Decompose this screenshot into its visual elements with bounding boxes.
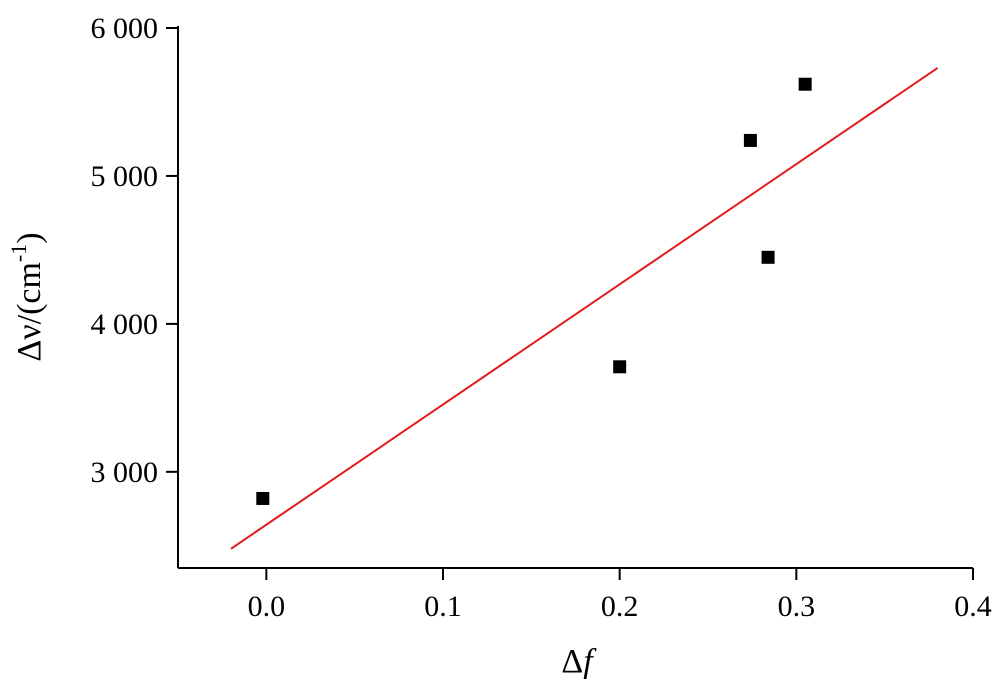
y-tick-label: 3 000	[91, 456, 159, 489]
x-tick-label: 0.4	[954, 590, 992, 623]
y-axis-title: Δν/(cm-1)	[6, 232, 48, 361]
data-point	[798, 77, 812, 91]
y-tick-label: 4 000	[91, 308, 159, 341]
x-ticks: 0.0 0.1 0.2 0.3 0.4	[248, 568, 992, 623]
data-points	[256, 77, 812, 505]
data-point	[613, 360, 627, 374]
fit-line-group	[230, 67, 939, 550]
y-tick-label: 6 000	[91, 12, 159, 45]
x-tick-label: 0.1	[424, 590, 462, 623]
y-tick-label: 5 000	[91, 160, 159, 193]
x-axis-title-variable: f	[583, 643, 597, 680]
x-tick-label: 0.2	[601, 590, 639, 623]
x-axis-title: Δf	[561, 643, 597, 680]
x-axis-title-prefix: Δ	[561, 643, 583, 680]
y-axis-title-superscript: -1	[6, 244, 31, 262]
x-tick-label: 0.0	[248, 590, 286, 623]
x-tick-label: 0.3	[778, 590, 816, 623]
data-point	[743, 133, 757, 147]
fit-line	[230, 67, 939, 550]
data-point	[256, 491, 270, 505]
y-axis-title-close: )	[11, 232, 48, 243]
y-ticks: 3 000 4 000 5 000 6 000	[91, 12, 178, 489]
y-axis-title-main: Δν/(cm	[11, 262, 48, 362]
data-point	[761, 250, 775, 264]
axes	[177, 26, 973, 569]
